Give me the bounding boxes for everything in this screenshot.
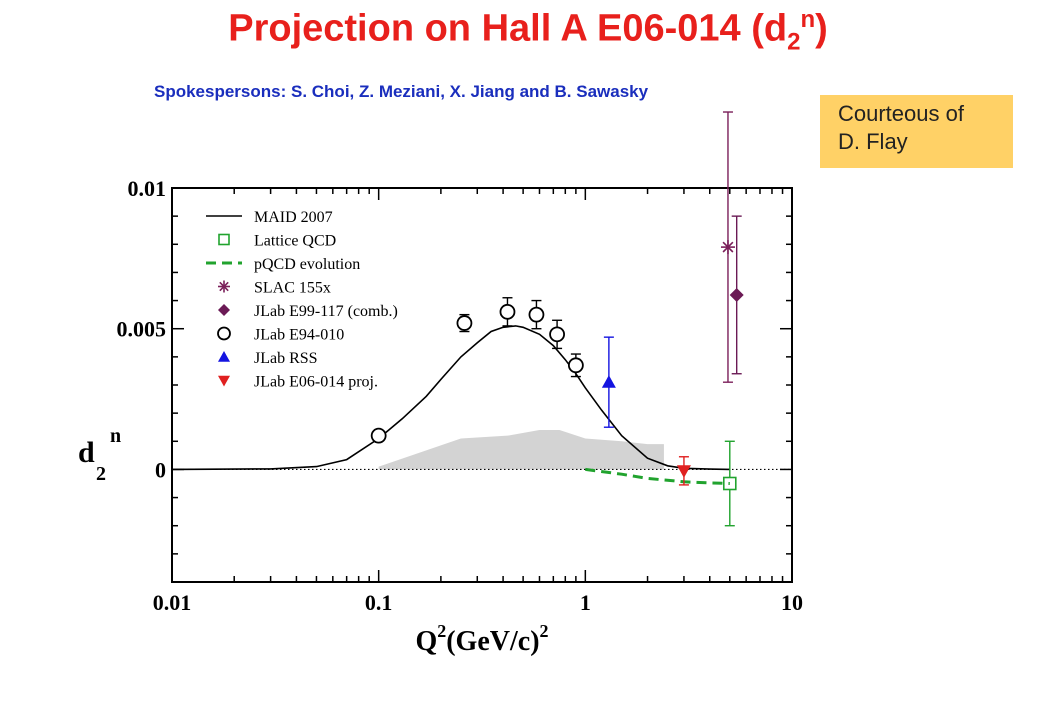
title-main: Projection on Hall A E06-014 (d	[228, 7, 788, 50]
legend-label-slac: SLAC 155x	[254, 280, 331, 297]
y-tick-label: 0	[155, 457, 166, 482]
e99-point	[729, 287, 744, 302]
y-axis-label-sup: n	[110, 425, 121, 447]
slac-point-stroke	[722, 241, 734, 253]
x-tick-label: 0.01	[153, 590, 192, 615]
y-tick-label: 0.005	[117, 317, 167, 342]
e94-point	[567, 357, 584, 374]
x-tick-label: 1	[580, 590, 591, 615]
legend-label-e99: JLab E99-117 (comb.)	[254, 303, 398, 320]
e94-point	[528, 306, 545, 323]
pqcd-line	[585, 467, 730, 485]
legend-label-rss: JLab RSS	[254, 350, 318, 367]
legend-swatch-e06	[218, 375, 230, 387]
legend-label-pqcd: pQCD evolution	[254, 256, 360, 273]
courtesy-box: Courteous of D. Flay	[820, 95, 1013, 168]
courtesy-line-2: D. Flay	[838, 129, 908, 154]
spokespersons-line: Spokespersons: S. Choi, Z. Meziani, X. J…	[154, 82, 649, 101]
legend-swatch-lattice	[218, 233, 230, 246]
legend-swatch-slac	[218, 280, 230, 293]
x-tick-label: 0.1	[365, 590, 393, 615]
legend-swatch-e99	[218, 304, 230, 316]
legend-label-lattice: Lattice QCD	[254, 233, 336, 250]
e94-point	[549, 326, 565, 343]
legend-label-maid: MAID 2007	[254, 209, 333, 226]
courtesy-line-1: Courteous of	[838, 101, 964, 126]
title-superscript: n	[800, 6, 816, 33]
e06-point	[676, 465, 691, 478]
legend-swatch-e94	[217, 326, 231, 341]
rss-point	[601, 375, 616, 388]
y-tick-label: 0.01	[128, 176, 167, 201]
y-axis-label-sub: 2	[96, 463, 106, 485]
systematic-band	[378, 430, 664, 470]
page-title: Projection on Hall A E06-014 (d2n)	[0, 6, 1056, 56]
e94-point	[499, 303, 516, 320]
title-close: )	[815, 7, 828, 50]
legend-label-e06: JLab E06-014 proj.	[254, 374, 378, 391]
e94-point	[456, 315, 473, 331]
y-axis-label-base: d	[78, 436, 95, 469]
e94-point	[370, 427, 387, 444]
legend-label-e94: JLab E94-010	[254, 327, 344, 344]
legend-swatch-slac-stroke	[219, 281, 229, 292]
legend-swatch-rss	[218, 351, 230, 362]
title-subscript: 2	[787, 28, 801, 56]
x-axis-label: Q2(GeV/c)2	[415, 621, 548, 657]
x-tick-label: 10	[781, 590, 803, 615]
slac-point	[720, 240, 735, 255]
